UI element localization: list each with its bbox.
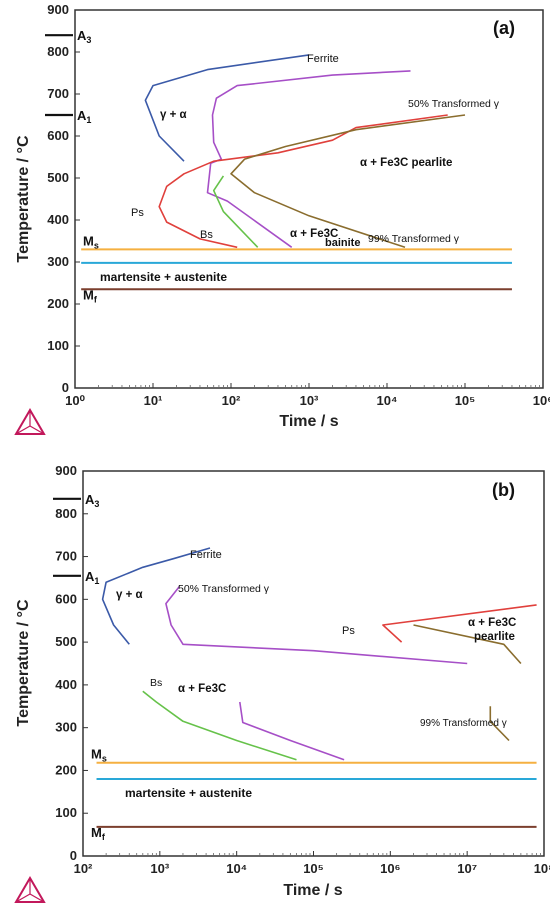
critical-temp-label: A3 (77, 28, 91, 45)
y-tick-label: 700 (47, 86, 69, 101)
y-tick-label: 400 (47, 212, 69, 227)
series-line (206, 70, 411, 248)
x-tick-label: 10² (74, 861, 93, 876)
annotation-gamma-alpha: γ + α (116, 589, 143, 601)
annotation-ferrite: Ferrite (307, 53, 339, 65)
annotation-alpha-fe3c-right: α + Fe3C (468, 617, 516, 629)
critical-temp-label: A1 (77, 108, 91, 125)
y-tick-label: 300 (55, 720, 77, 735)
x-tick-label: 10⁵ (303, 861, 324, 876)
y-tick-label: 400 (55, 677, 77, 692)
series-line (489, 706, 510, 742)
x-tick-label: 10⁶ (533, 393, 550, 408)
series-line (230, 114, 466, 249)
annotation-gamma-alpha: γ + α (160, 109, 187, 121)
logo-icon (14, 408, 46, 435)
series-line (212, 175, 259, 248)
curves (101, 547, 537, 761)
x-ticks: 10⁰ 10¹ 10² 10³ 10⁴ 10⁵ 10⁶ (65, 383, 550, 408)
y-tick-label: 0 (70, 848, 77, 863)
annotation-bainite: bainite (325, 237, 360, 249)
annotation-50pct: 50% Transformed γ (178, 583, 270, 595)
y-axis-label: Temperature / °C (15, 599, 32, 726)
critical-temp-label: Ms (91, 747, 107, 764)
y-tick-label: 900 (47, 2, 69, 17)
y-tick-label: 300 (47, 254, 69, 269)
y-tick-label: 500 (47, 170, 69, 185)
y-tick-label: 700 (55, 549, 77, 564)
annotation-pearlite: pearlite (474, 631, 515, 643)
critical-temperature-markers: A3 A1 Ms Mf (53, 492, 107, 842)
series-line (413, 624, 522, 665)
critical-temp-label: Ms (83, 233, 99, 250)
logo-icon (14, 876, 46, 903)
annotation-bs: Bs (150, 677, 162, 689)
series-line (165, 586, 468, 665)
critical-temp-label: Mf (91, 825, 106, 842)
annotation-ps: Ps (342, 625, 355, 637)
plot-frame (74, 9, 544, 389)
x-tick-label: 10⁷ (457, 861, 477, 876)
curves (144, 54, 466, 249)
reference-lines (96, 761, 537, 828)
series-line (239, 701, 345, 761)
x-tick-label: 10² (222, 393, 241, 408)
annotation-99pct: 99% Transformed γ (420, 718, 507, 729)
y-tick-label: 100 (47, 338, 69, 353)
y-tick-label: 800 (55, 506, 77, 521)
y-tick-label: 200 (55, 762, 77, 777)
y-tick-label: 200 (47, 296, 69, 311)
x-tick-label: 10⁴ (377, 393, 398, 408)
x-tick-label: 10⁰ (65, 393, 85, 408)
annotation-alpha-fe3c-left: α + Fe3C (178, 683, 226, 695)
annotation-bs: Bs (200, 229, 213, 241)
x-tick-label: 10⁶ (380, 861, 400, 876)
panel-label: (b) (492, 480, 515, 500)
series-line (144, 54, 310, 162)
annotation-martensite-austenite: martensite + austenite (125, 786, 252, 800)
y-tick-label: 0 (62, 380, 69, 395)
y-tick-label: 800 (47, 44, 69, 59)
y-tick-label: 500 (55, 634, 77, 649)
x-axis-label: Time / s (283, 882, 342, 899)
annotation-50pct: 50% Transformed γ (408, 98, 500, 110)
x-tick-label: 10³ (300, 393, 319, 408)
series-line (101, 547, 211, 645)
y-axis-label: Temperature / °C (15, 135, 32, 262)
x-ticks: 10² 10³ 10⁴ 10⁵ 10⁶ 10⁷ 10⁸ (74, 851, 550, 876)
x-tick-label: 10⁸ (534, 861, 550, 876)
x-tick-label: 10⁵ (455, 393, 476, 408)
annotation-ps: Ps (131, 207, 144, 219)
x-tick-label: 10³ (150, 861, 169, 876)
annotation-ferrite: Ferrite (190, 549, 222, 561)
reference-lines (81, 248, 512, 291)
y-tick-label: 900 (55, 463, 77, 478)
critical-temp-label: Mf (83, 287, 98, 304)
annotation-pearlite: α + Fe3C pearlite (360, 157, 452, 169)
y-ticks: 0 100 200 300 400 500 600 700 800 900 (55, 463, 88, 863)
critical-temperature-markers: A3 A1 Ms Mf (45, 28, 99, 304)
critical-temp-label: A3 (85, 492, 99, 509)
y-ticks: 0 100 200 300 400 500 600 700 800 900 (47, 2, 80, 395)
x-tick-label: 10⁴ (226, 861, 247, 876)
annotation-99pct: 99% Transformed γ (368, 233, 460, 245)
critical-temp-label: A1 (85, 569, 99, 586)
panel-label: (a) (493, 18, 515, 38)
annotation-alpha-fe3c: α + Fe3C (290, 228, 338, 240)
annotation-martensite-austenite: martensite + austenite (100, 270, 227, 284)
series-line (158, 114, 448, 249)
series-line (382, 604, 537, 643)
x-tick-label: 10¹ (144, 393, 163, 408)
y-tick-label: 600 (47, 128, 69, 143)
x-axis-label: Time / s (279, 413, 338, 430)
y-tick-label: 600 (55, 591, 77, 606)
series-line (142, 690, 297, 761)
y-tick-label: 100 (55, 805, 77, 820)
